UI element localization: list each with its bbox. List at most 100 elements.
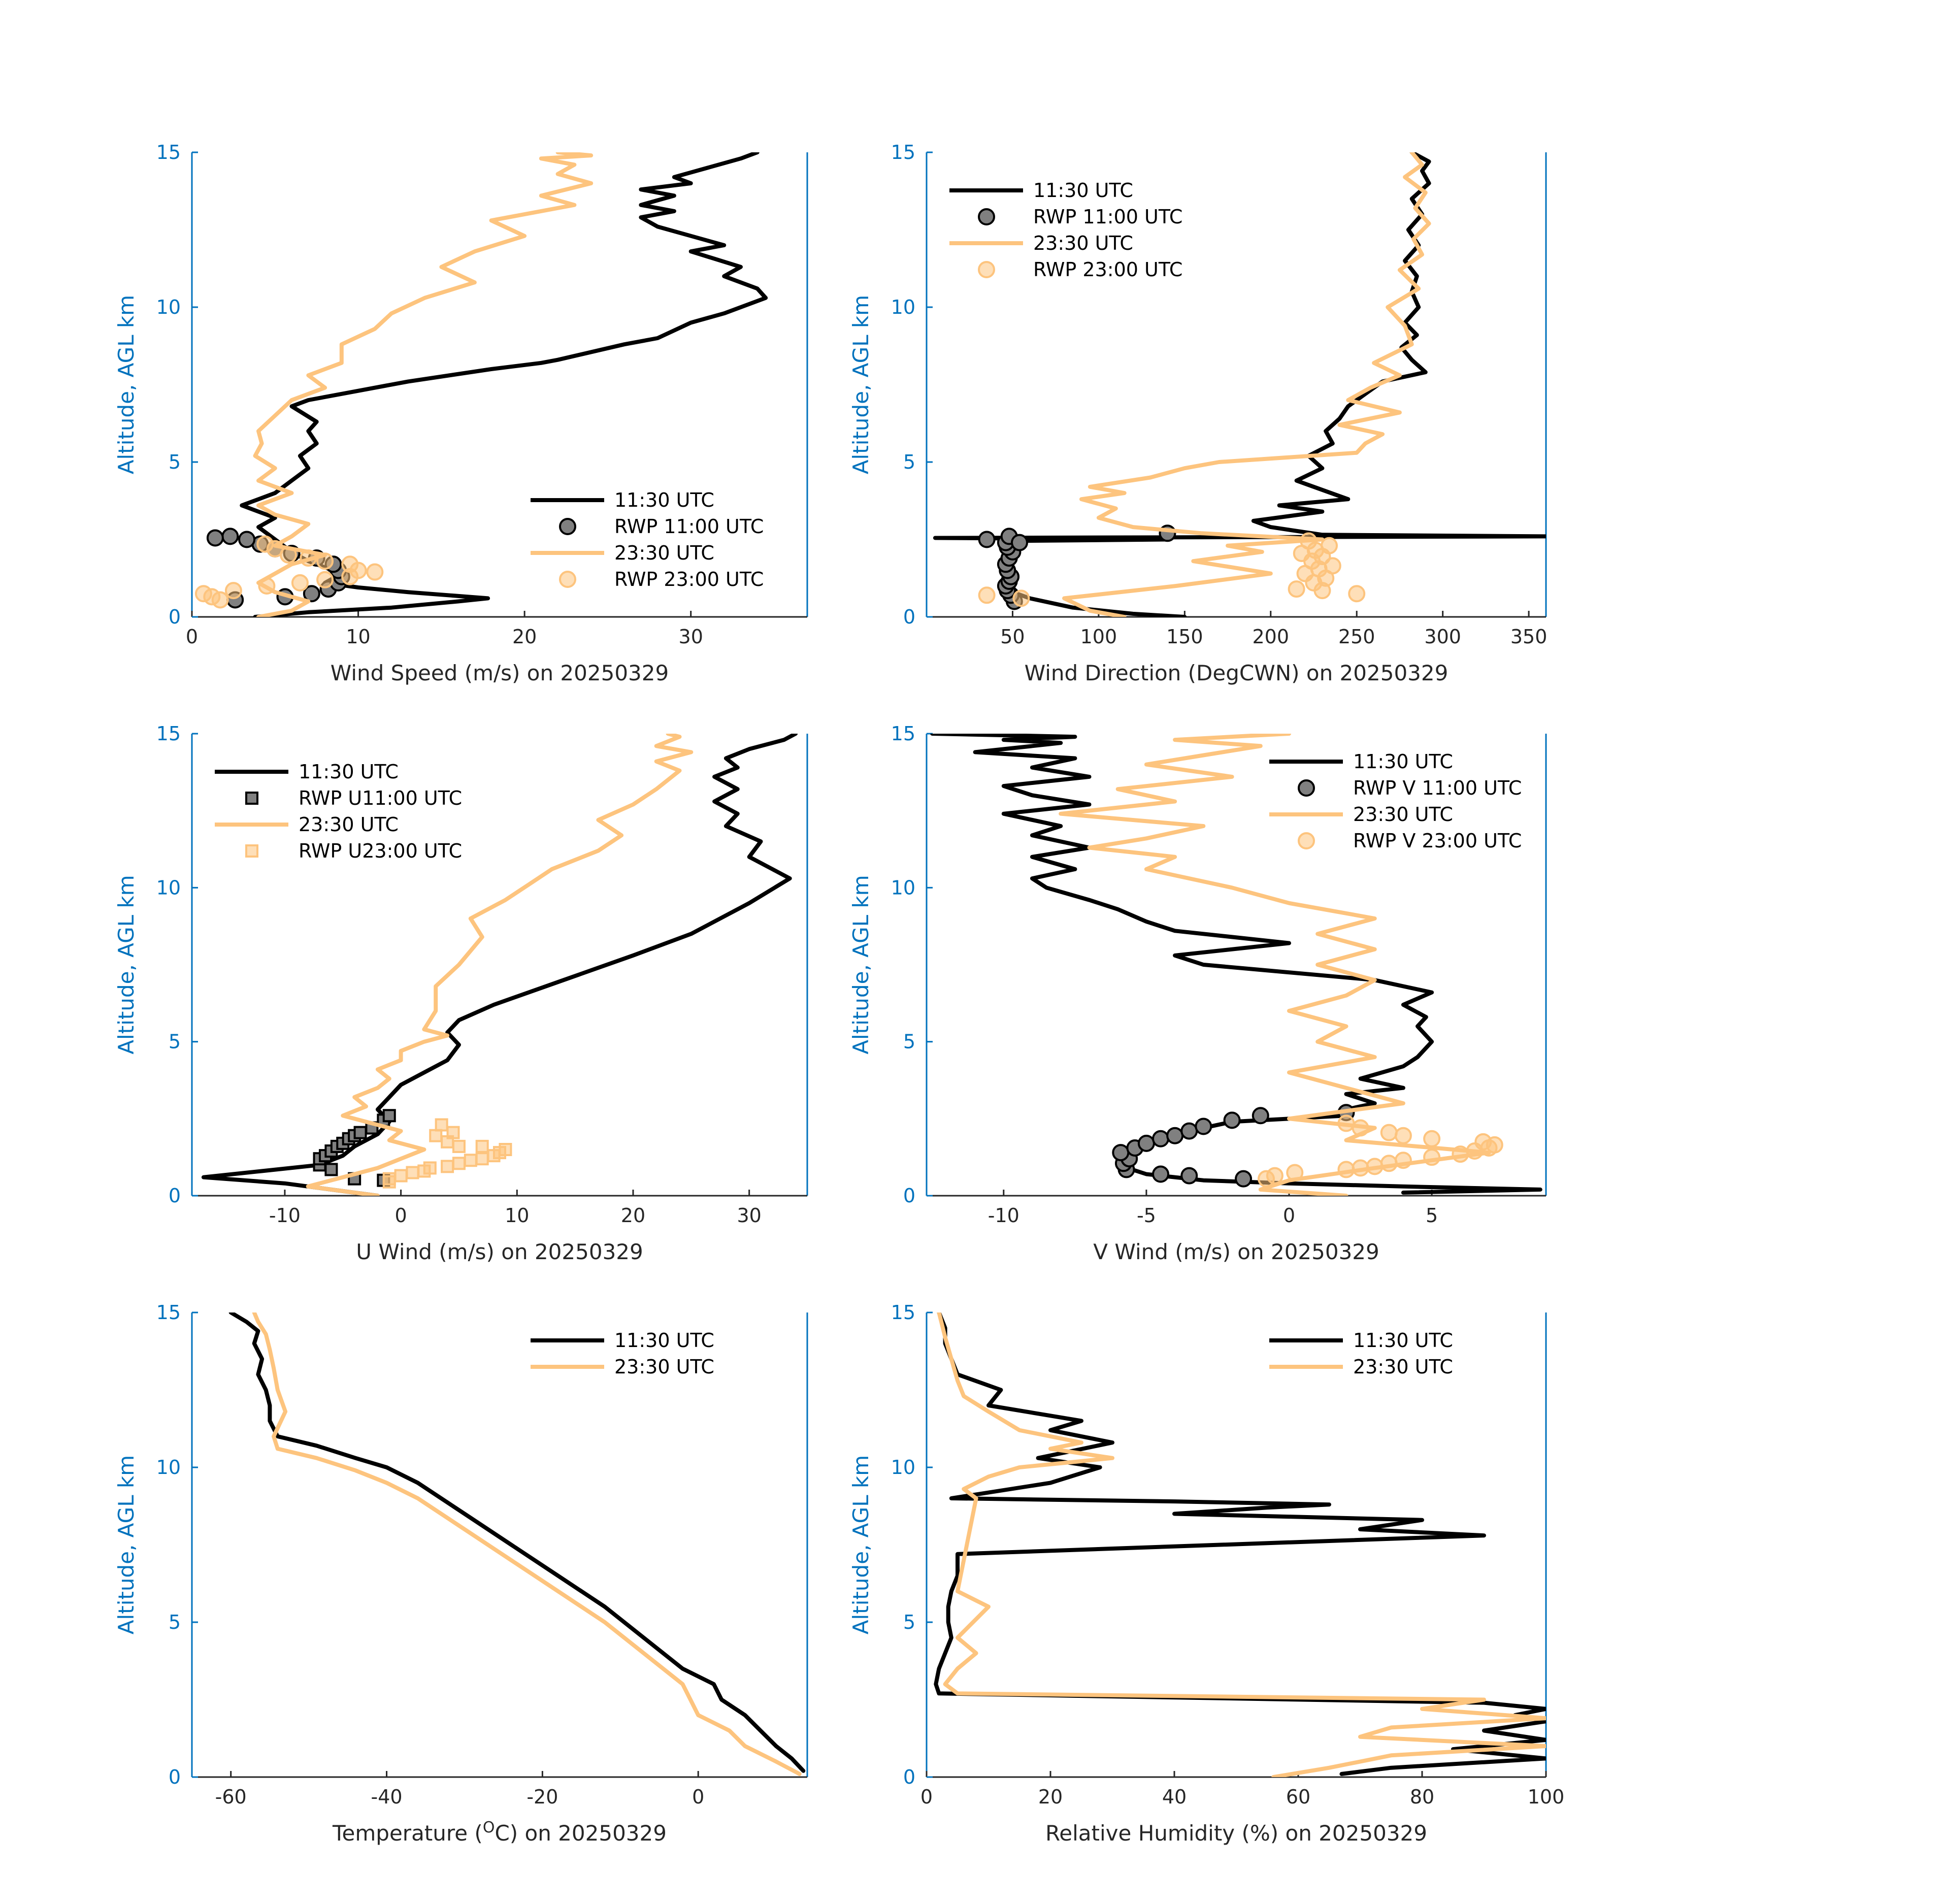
series-rwp-23-00-utc-markers bbox=[978, 532, 1366, 607]
y-tick-label: 0 bbox=[169, 1185, 181, 1207]
y-axis-label: Altitude, AGL km bbox=[114, 875, 139, 1054]
x-tick-label: 10 bbox=[505, 1204, 529, 1227]
x-tick-label: 0 bbox=[186, 626, 198, 648]
data-point bbox=[1380, 1124, 1398, 1141]
y-tick-label: 10 bbox=[891, 296, 915, 318]
y-tick-label: 15 bbox=[156, 723, 181, 745]
data-point bbox=[1352, 1119, 1369, 1137]
y-tick-label: 10 bbox=[156, 296, 181, 318]
data-point bbox=[316, 571, 334, 588]
data-point bbox=[394, 1169, 408, 1183]
legend-entry: 11:30 UTC bbox=[1269, 750, 1453, 773]
data-point bbox=[1152, 1165, 1170, 1183]
legend-marker-swatch bbox=[245, 844, 258, 858]
legend: 11:30 UTC RWP V 11:00 UTC 23:30 UTC RWP V 2… bbox=[1269, 750, 1522, 852]
series-11-30-utc-line bbox=[201, 734, 798, 1196]
data-point bbox=[1166, 1127, 1184, 1144]
y-tick-label: 0 bbox=[169, 1766, 181, 1788]
x-tick-label: -10 bbox=[269, 1204, 301, 1227]
legend-marker-swatch bbox=[978, 208, 995, 225]
y-tick-label: 10 bbox=[891, 1456, 915, 1479]
legend-label: 23:30 UTC bbox=[614, 542, 714, 564]
data-point bbox=[353, 1126, 367, 1139]
data-point bbox=[382, 1109, 396, 1123]
legend-entry: RWP V 23:00 UTC bbox=[1298, 830, 1522, 852]
data-point bbox=[452, 1139, 466, 1153]
data-point bbox=[1152, 1130, 1170, 1147]
legend-label: 11:30 UTC bbox=[1353, 750, 1453, 773]
data-point bbox=[1423, 1130, 1441, 1147]
y-tick-label: 0 bbox=[169, 606, 181, 628]
legend-entry: 23:30 UTC bbox=[1269, 1356, 1453, 1378]
data-point bbox=[1337, 1161, 1355, 1178]
legend-entry: 11:30 UTC bbox=[531, 489, 714, 511]
legend-marker-swatch bbox=[978, 261, 995, 278]
legend: 11:30 UTC RWP U11:00 UTC 23:30 UTC RWP U23:… bbox=[215, 761, 462, 862]
legend-entry: 23:30 UTC bbox=[215, 813, 399, 836]
legend-label: RWP V 11:00 UTC bbox=[1353, 777, 1522, 799]
legend-entry: 11:30 UTC bbox=[949, 179, 1133, 202]
data-point bbox=[291, 574, 309, 592]
y-axis-label: Altitude, AGL km bbox=[114, 1455, 139, 1634]
series-23-30-utc-line bbox=[1062, 152, 1431, 617]
data-point bbox=[256, 535, 274, 553]
legend-label: RWP U11:00 UTC bbox=[299, 787, 462, 809]
data-point bbox=[499, 1143, 512, 1156]
data-point bbox=[423, 1161, 437, 1175]
data-point bbox=[978, 586, 996, 604]
x-axis-label: Wind Direction (DegCWN) on 20250329 bbox=[1025, 661, 1449, 685]
data-point bbox=[475, 1152, 489, 1166]
x-tick-label: 20 bbox=[621, 1204, 645, 1227]
legend-label: 23:30 UTC bbox=[299, 813, 399, 836]
data-point bbox=[211, 591, 229, 609]
y-tick-label: 15 bbox=[156, 1301, 181, 1324]
data-point bbox=[464, 1154, 477, 1167]
legend-label: 11:30 UTC bbox=[299, 761, 399, 783]
y-axis-label: Altitude, AGL km bbox=[848, 295, 873, 474]
legend-label: 23:30 UTC bbox=[1353, 803, 1453, 826]
x-tick-label: 5 bbox=[1426, 1204, 1438, 1227]
x-tick-label: 100 bbox=[1528, 1786, 1565, 1808]
x-tick-label: 80 bbox=[1410, 1786, 1434, 1808]
data-point bbox=[1380, 1155, 1398, 1172]
legend-entry: RWP 23:00 UTC bbox=[978, 258, 1182, 281]
panel-wind-direction: 50 100 150 200 250 300 350 0 5 10 15 Wind Direction… bbox=[848, 141, 1547, 685]
y-tick-label: 0 bbox=[903, 1766, 915, 1788]
y-tick-label: 0 bbox=[903, 1185, 915, 1207]
data-point bbox=[1235, 1170, 1253, 1188]
plot-area bbox=[930, 734, 1542, 1196]
legend-entry: 11:30 UTC bbox=[531, 1329, 714, 1352]
data-point bbox=[224, 582, 242, 600]
series-23-30-utc-line bbox=[252, 1312, 802, 1776]
data-point bbox=[429, 1129, 443, 1142]
series-rwp-v-23-00-utc-markers bbox=[1258, 1114, 1503, 1188]
x-tick-label: -40 bbox=[371, 1786, 403, 1808]
data-point bbox=[300, 549, 317, 567]
plot-area bbox=[934, 1312, 1546, 1777]
legend-marker-swatch bbox=[559, 518, 576, 535]
y-axis-label: Altitude, AGL km bbox=[848, 875, 873, 1054]
legend-marker-swatch bbox=[559, 571, 576, 588]
legend-entry: RWP 11:00 UTC bbox=[978, 206, 1182, 228]
panel-wind-speed: 0 10 20 30 0 5 10 15 Wind Speed (m/s) on 2025032… bbox=[114, 141, 808, 685]
y-tick-label: 10 bbox=[891, 876, 915, 899]
y-tick-label: 5 bbox=[169, 451, 181, 473]
legend-entry: 23:30 UTC bbox=[1269, 803, 1453, 826]
data-point bbox=[1348, 585, 1366, 603]
series-23-30-utc-line bbox=[306, 734, 694, 1196]
data-point bbox=[238, 531, 256, 548]
data-point bbox=[1300, 532, 1318, 550]
panel-u-wind: -10 0 10 20 30 0 5 10 15 U Wind (m/s) on 20250329… bbox=[114, 723, 808, 1264]
x-tick-label: -10 bbox=[988, 1204, 1019, 1227]
legend-entry: RWP U11:00 UTC bbox=[245, 787, 462, 809]
data-point bbox=[382, 1172, 396, 1186]
data-point bbox=[1137, 1134, 1155, 1152]
data-point bbox=[303, 585, 320, 603]
legend-label: 23:30 UTC bbox=[1353, 1356, 1453, 1378]
panel-v-wind: -10 -5 0 5 0 5 10 15 V Wind (m/s) on 20250329 Alt… bbox=[848, 723, 1547, 1264]
data-point bbox=[221, 528, 239, 545]
legend-label: RWP 23:00 UTC bbox=[1033, 258, 1182, 281]
data-point bbox=[316, 552, 334, 570]
data-point bbox=[1012, 589, 1030, 607]
